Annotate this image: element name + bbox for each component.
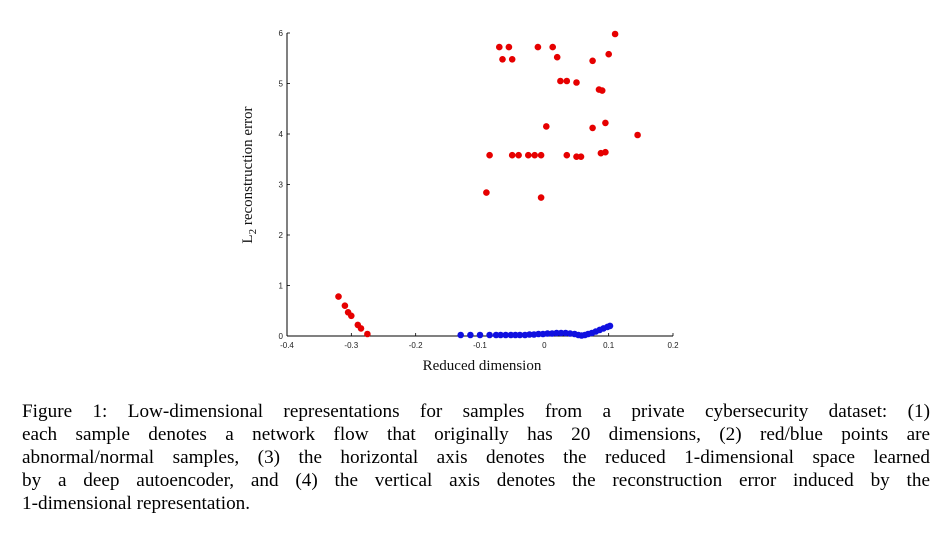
abnormal-point — [499, 56, 506, 63]
abnormal-point — [515, 151, 522, 159]
scatter-chart: -0.4 -0.3 -0.2 -0.1 0 0.1 0.2 0 1 2 3 4 5 6 Reduced … — [240, 29, 679, 374]
abnormal-point — [531, 151, 538, 159]
abnormal-point — [589, 57, 596, 65]
normal-point — [544, 330, 551, 337]
abnormal-point — [589, 124, 596, 132]
x-tick-label: -0.3 — [344, 341, 358, 350]
abnormal-point — [634, 131, 641, 139]
figure-caption: Figure 1: Low-dimensional representation… — [22, 400, 930, 515]
caption-line: abnormal/normal samples, (3) the horizon… — [22, 447, 930, 468]
abnormal-point — [357, 325, 365, 332]
normal-point — [486, 331, 493, 339]
x-tick-label: 0.2 — [667, 341, 679, 350]
x-tick-label: -0.4 — [280, 341, 294, 350]
abnormal-point — [335, 293, 342, 300]
data-points — [335, 30, 641, 339]
caption-line: by a deep autoencoder, and (4) the verti… — [22, 470, 930, 491]
abnormal-point — [534, 43, 542, 51]
x-tick-label: -0.1 — [473, 341, 487, 350]
normal-point — [497, 331, 504, 339]
x-tick-label: 0 — [542, 341, 547, 350]
abnormal-point — [577, 153, 585, 160]
y-axis-title-main: L — [240, 234, 256, 243]
normal-point — [457, 331, 465, 339]
abnormal-point — [605, 50, 612, 58]
abnormal-point — [602, 148, 609, 156]
y-tick-label: 3 — [279, 181, 284, 190]
y-tick-label: 5 — [279, 80, 284, 89]
y-tick-label: 4 — [279, 130, 284, 139]
y-axis-title-sub: 2 — [247, 229, 259, 235]
normal-point — [516, 331, 524, 339]
x-tick-label: 0.1 — [603, 341, 615, 350]
normal-point — [476, 331, 484, 339]
y-axis-title-rest: reconstruction error — [240, 106, 256, 228]
caption-line: each sample denotes a network flow that … — [22, 424, 930, 445]
x-ticks: -0.4 -0.3 -0.2 -0.1 0 0.1 0.2 — [280, 333, 679, 350]
abnormal-point — [553, 53, 561, 61]
y-tick-label: 2 — [279, 231, 284, 240]
abnormal-point — [573, 79, 580, 86]
normal-point — [502, 331, 510, 339]
abnormal-point — [602, 119, 609, 127]
abnormal-point — [611, 30, 619, 38]
x-tick-label: -0.2 — [409, 341, 423, 350]
abnormal-point — [598, 87, 606, 94]
chart-axes — [286, 33, 673, 337]
abnormal-point — [505, 43, 513, 51]
y-tick-label: 0 — [279, 332, 284, 341]
abnormal-point — [483, 189, 490, 196]
abnormal-point — [348, 312, 355, 320]
y-tick-label: 6 — [279, 29, 284, 38]
normal-point — [467, 331, 474, 339]
y-axis-title: L2 reconstruction error — [240, 106, 259, 243]
caption-line: Figure 1: Low-dimensional representation… — [22, 401, 930, 422]
caption-line: 1-dimensional representation. — [22, 493, 251, 514]
abnormal-point — [525, 151, 532, 159]
abnormal-point — [508, 56, 516, 63]
abnormal-point — [563, 77, 571, 85]
abnormal-point — [341, 302, 349, 310]
normal-point — [606, 322, 614, 330]
abnormal-point — [364, 330, 371, 338]
abnormal-point — [537, 194, 545, 201]
y-tick-label: 1 — [279, 282, 284, 291]
abnormal-point — [486, 151, 493, 159]
abnormal-point — [543, 123, 550, 130]
abnormal-point — [508, 151, 516, 159]
abnormal-point — [563, 151, 571, 159]
abnormal-point — [537, 151, 545, 159]
x-axis-title: Reduced dimension — [423, 358, 542, 374]
abnormal-point — [496, 43, 503, 51]
abnormal-point — [549, 43, 556, 51]
y-ticks: 0 1 2 3 4 5 6 — [279, 29, 290, 341]
abnormal-point — [557, 77, 564, 85]
